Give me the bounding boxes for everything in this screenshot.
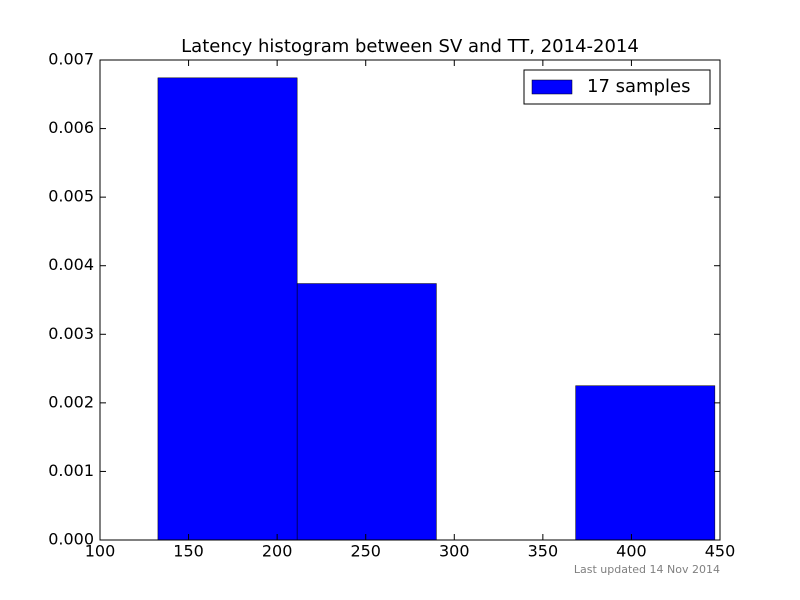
y-tick-label: 0.002 — [48, 392, 94, 411]
bar — [296, 283, 437, 541]
x-tick-label: 150 — [173, 542, 204, 561]
plot-frame — [99, 59, 721, 541]
bar — [575, 385, 716, 541]
x-tick-label: 350 — [528, 542, 559, 561]
y-tick-label: 0.004 — [48, 255, 94, 274]
y-tick-label: 0.005 — [48, 187, 94, 206]
chart-title: Latency histogram between SV and TT, 201… — [181, 36, 639, 57]
x-tick-label: 100 — [85, 542, 116, 561]
x-tick-label: 450 — [705, 542, 736, 561]
y-tick-label: 0.001 — [48, 461, 94, 480]
x-tick-label: 300 — [439, 542, 470, 561]
legend-label: 17 samples — [587, 76, 690, 97]
x-tick-label: 250 — [350, 542, 381, 561]
x-tick-label: 400 — [616, 542, 647, 561]
y-tick-label: 0.003 — [48, 324, 94, 343]
footnote: Last updated 14 Nov 2014 — [574, 563, 720, 576]
x-tick-label: 200 — [262, 542, 293, 561]
bar — [157, 77, 298, 541]
legend-swatch — [531, 79, 573, 95]
y-tick-label: 0.000 — [48, 530, 94, 549]
y-tick-label: 0.007 — [48, 50, 94, 69]
y-tick-label: 0.006 — [48, 118, 94, 137]
